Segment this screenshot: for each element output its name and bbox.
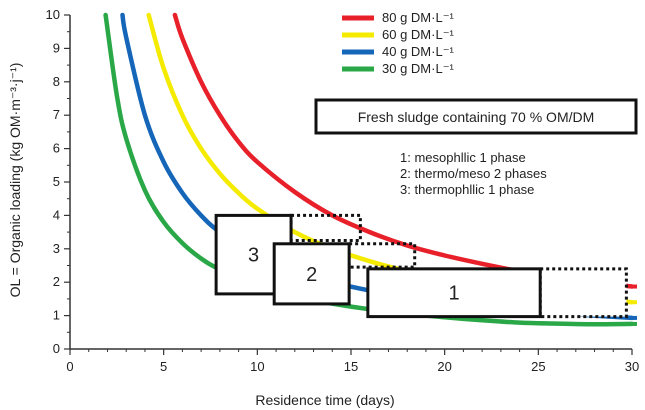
process-boxes: 3 2 1	[214, 213, 637, 326]
x-tick-label: 5	[160, 359, 167, 374]
legend-label-0: 80 g DM·L⁻¹	[382, 10, 455, 25]
process-box-2	[272, 242, 351, 306]
y-axis-title: OL = Organic loading (kg OM·m⁻³·j⁻¹)	[7, 63, 23, 298]
y-tick-label: 4	[53, 207, 60, 222]
axes: 0 1 2 3 4 5 6 7 8 9 10 0 5 10 15 20 25 30	[46, 7, 640, 374]
y-tick-label: 2	[53, 274, 60, 289]
title-box-frame	[314, 98, 638, 135]
x-tick-label: 15	[344, 359, 358, 374]
legend-label-2: 40 g DM·L⁻¹	[382, 44, 455, 59]
y-tick-label: 1	[53, 308, 60, 323]
x-tick-label: 30	[625, 359, 639, 374]
process-box-1-dotted	[538, 267, 628, 319]
x-tick-label: 0	[66, 359, 73, 374]
process-box-label-1: 1	[448, 283, 459, 305]
process-box-2-dotted	[347, 242, 417, 269]
legend: 80 g DM·L⁻¹ 60 g DM·L⁻¹ 40 g DM·L⁻¹ 30 g DM…	[342, 10, 455, 76]
y-tick-label: 10	[46, 7, 60, 22]
y-tick-label: 6	[53, 141, 60, 156]
y-tick-label: 5	[53, 174, 60, 189]
y-tick-label: 9	[53, 40, 60, 55]
y-tick-label: 3	[53, 241, 60, 256]
y-tick-label: 7	[53, 107, 60, 122]
x-axis-title: Residence time (days)	[255, 392, 394, 408]
legend-label-3: 30 g DM·L⁻¹	[382, 61, 455, 76]
x-tick-label: 20	[437, 359, 451, 374]
x-tick-label: 25	[531, 359, 545, 374]
process-box-1	[366, 267, 542, 319]
process-box-label-2: 2	[306, 264, 317, 286]
y-tick-label: 8	[53, 74, 60, 89]
process-box-label-3: 3	[248, 245, 259, 267]
legend-label-1: 60 g DM·L⁻¹	[382, 27, 455, 42]
title-box-text: Fresh sludge containing 70 % OM/DM	[358, 109, 595, 125]
process-note-3: 3: thermophllic 1 phase	[400, 182, 534, 197]
process-note-2: 2: thermo/meso 2 phases	[400, 166, 547, 181]
y-tick-label: 0	[53, 341, 60, 356]
x-tick-label: 10	[250, 359, 264, 374]
process-note-1: 1: mesophllic 1 phase	[400, 150, 526, 165]
